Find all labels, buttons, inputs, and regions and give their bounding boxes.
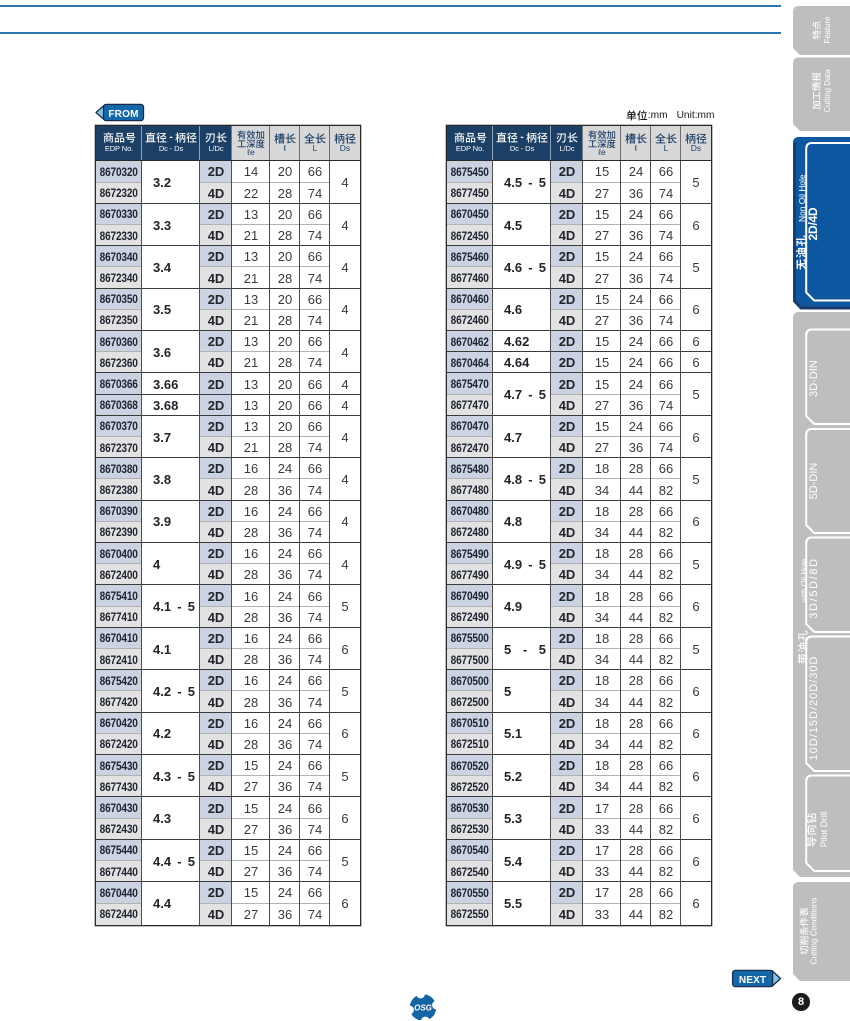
svg-text:NEXT: NEXT — [739, 974, 766, 985]
svg-text:OSG: OSG — [414, 1004, 432, 1013]
svg-text:3D-DIN: 3D-DIN — [808, 360, 820, 397]
svg-text:FROM: FROM — [108, 109, 138, 120]
svg-text:2D/4D: 2D/4D — [806, 207, 820, 241]
svg-text:Non Oil Hole: Non Oil Hole — [797, 174, 807, 222]
svg-text:10D/15D/20D/30D: 10D/15D/20D/30D — [808, 656, 820, 761]
svg-text:Cutting Conditions: Cutting Conditions — [810, 898, 819, 965]
svg-text:Cutting Data: Cutting Data — [823, 69, 832, 113]
svg-text:3D/5D/8D: 3D/5D/8D — [808, 557, 820, 619]
svg-text:Feature: Feature — [823, 17, 832, 44]
svg-text:with Oil Hole: with Oil Hole — [800, 559, 809, 604]
svg-text:5D-DIN: 5D-DIN — [808, 463, 820, 500]
svg-text:Pilot Drill: Pilot Drill — [819, 812, 829, 848]
